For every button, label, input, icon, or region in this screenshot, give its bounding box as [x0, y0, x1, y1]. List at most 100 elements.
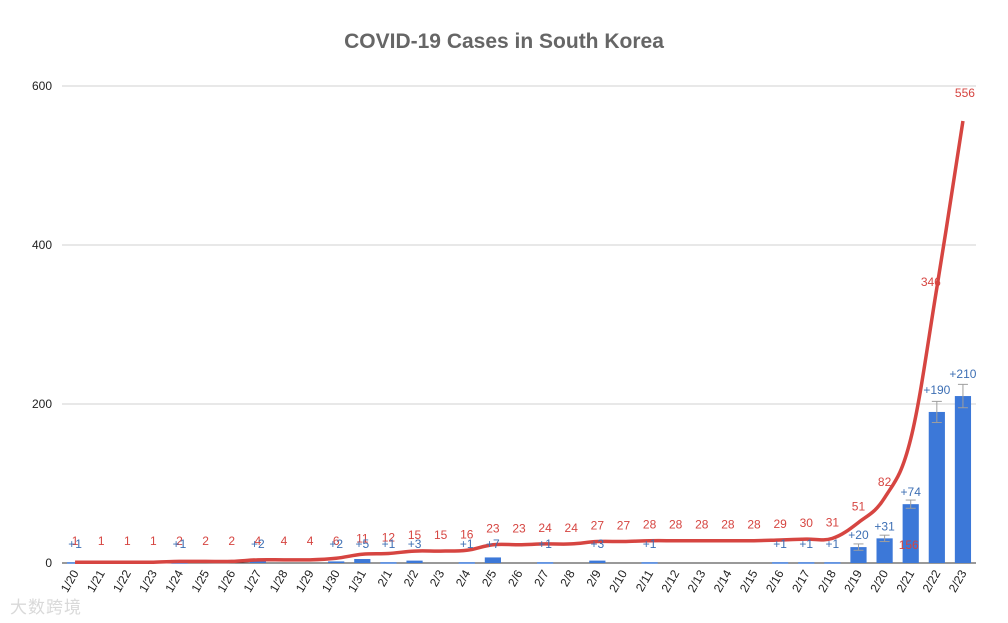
bar-2/9	[589, 560, 606, 563]
x-tick-label: 2/8	[557, 567, 578, 589]
x-tick-label: 2/1	[375, 567, 396, 589]
line-data-label: 51	[852, 499, 866, 513]
x-tick-label: 1/26	[215, 567, 239, 595]
watermark: 大数跨境	[10, 598, 82, 617]
line-data-label: 28	[695, 518, 709, 532]
line-series	[75, 120, 965, 565]
line-data-label: 31	[826, 515, 840, 529]
bar-data-label: +3	[590, 537, 604, 551]
line-data-label: 24	[565, 521, 579, 535]
bar-2/18	[824, 562, 841, 564]
bar-2/20	[876, 538, 893, 563]
bar-2/1	[380, 562, 397, 564]
x-tick-label: 2/5	[479, 567, 500, 589]
bar-data-label: +1	[460, 537, 474, 551]
bar-2/22	[928, 411, 945, 563]
x-tick-label: 2/21	[894, 567, 918, 595]
bar-2/19	[850, 547, 867, 563]
line-data-label: 1	[72, 534, 79, 548]
bar-1/31	[354, 559, 371, 563]
y-tick-label: 400	[32, 238, 52, 252]
x-tick-label: 1/22	[110, 567, 134, 595]
bar-data-label: +190	[923, 383, 950, 397]
bar-data-label: +1	[538, 537, 552, 551]
line-data-label: 346	[921, 275, 941, 289]
x-tick-label: 2/12	[658, 567, 682, 595]
x-tick-label: 2/7	[531, 567, 552, 589]
x-tick-label: 1/29	[293, 567, 317, 595]
bar-2/21	[902, 504, 919, 563]
x-tick-label: 1/28	[267, 567, 291, 595]
bar-data-label: +1	[799, 537, 813, 551]
bar-data-label: +1	[643, 537, 657, 551]
line-data-label: 2	[202, 534, 209, 548]
x-tick-label: 1/30	[319, 567, 343, 595]
y-tick-label: 600	[32, 79, 52, 93]
line-data-label: 28	[721, 518, 735, 532]
x-tick-label: 2/16	[763, 567, 787, 595]
line-data-label: 12	[382, 530, 396, 544]
x-tick-label: 2/13	[685, 567, 709, 595]
line-data-label: 15	[408, 528, 422, 542]
bar-data-label: +1	[773, 537, 787, 551]
x-tick-label: 2/17	[789, 567, 813, 595]
line-data-label: 27	[617, 519, 631, 533]
bar-2/7	[537, 562, 554, 564]
bar-data-label: +1	[173, 537, 187, 551]
x-tick-label: 2/22	[920, 567, 944, 595]
line-data-label: 29	[773, 517, 787, 531]
line-data-label: 28	[643, 518, 657, 532]
x-tick-label: 2/4	[453, 567, 474, 589]
x-tick-label: 1/25	[188, 567, 212, 595]
line-data-label: 23	[486, 522, 500, 536]
line-data-label: 4	[281, 534, 288, 548]
bar-data-label: +3	[408, 537, 422, 551]
line-data-label: 4	[255, 534, 262, 548]
x-tick-label: 2/2	[401, 567, 422, 589]
bar-2/23	[954, 396, 972, 563]
bar-2/17	[798, 562, 815, 564]
line-data-label: 1	[150, 534, 157, 548]
x-tick-label: 1/31	[345, 567, 369, 595]
line-data-label: 30	[800, 516, 814, 530]
bar-2/4	[458, 562, 475, 564]
line-data-label: 24	[538, 521, 552, 535]
line-data-label: 4	[307, 534, 314, 548]
bar-data-label: +1	[68, 537, 82, 551]
line-data-label: 2	[228, 534, 235, 548]
bar-data-label: +20	[848, 528, 869, 542]
bar-1/30	[328, 561, 345, 563]
x-tick-label: 2/9	[583, 567, 604, 589]
bar-data-label: +1	[382, 537, 396, 551]
line-data-label: 28	[747, 518, 761, 532]
line-data-label: 1	[124, 534, 131, 548]
line-data-label: 6	[333, 534, 340, 548]
y-tick-label: 200	[32, 397, 52, 411]
line-data-label: 16	[460, 527, 474, 541]
line-data-label: 11	[356, 531, 369, 545]
line-data-label: 82	[878, 475, 892, 489]
bar-2/2	[406, 560, 423, 563]
bar-data-label: +1	[826, 537, 840, 551]
x-tick-label: 2/10	[606, 567, 630, 595]
x-tick-label: 2/6	[505, 567, 526, 589]
x-tick-label: 2/14	[711, 567, 735, 595]
x-tick-label: 2/23	[946, 567, 970, 595]
x-tick-label: 1/24	[162, 567, 186, 595]
bar-data-label: +2	[329, 537, 343, 551]
bar-2/16	[772, 562, 789, 564]
bar-data-label: +74	[901, 485, 922, 499]
x-tick-label: 1/23	[136, 567, 160, 595]
bar-data-label: +7	[486, 537, 500, 551]
x-tick-label: 2/20	[867, 567, 891, 595]
bar-data-label: +2	[251, 537, 265, 551]
x-tick-label: 2/11	[633, 567, 657, 594]
bar-1/27	[249, 561, 266, 563]
x-tick-label: 2/15	[737, 567, 761, 595]
chart-title: COVID-19 Cases in South Korea	[344, 30, 664, 53]
line-data-label: 156	[899, 538, 919, 552]
bar-data-label: +210	[949, 367, 976, 381]
x-tick-label: 2/3	[427, 567, 448, 589]
x-tick-label: 2/18	[815, 567, 839, 595]
